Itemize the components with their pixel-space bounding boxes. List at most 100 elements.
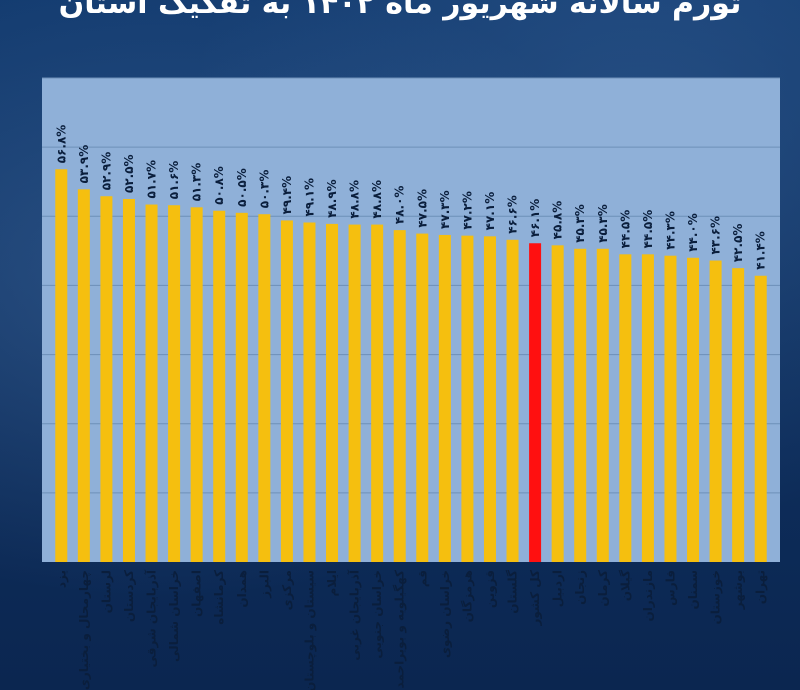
value-label: ۵۰.۸%	[212, 166, 226, 205]
bar	[574, 248, 587, 563]
category-labels: یزد چهارمحال و بختیاری لرستان کردستان آذربای…	[54, 569, 767, 690]
category-label: آذربایجان شرقی	[144, 569, 159, 667]
category-label: سیستان و بلوچستان	[302, 570, 317, 690]
category-label: خراسان جنوبی	[370, 570, 385, 659]
category-label: مازندران	[641, 570, 655, 622]
value-label: ۴۴.۳%	[663, 211, 677, 250]
bar	[506, 239, 519, 562]
value-label: ۴۶.۱%	[528, 199, 542, 238]
value-label: ۵۱.۷%	[145, 160, 159, 199]
bar	[213, 210, 226, 563]
value-label: ۵۱.۳%	[190, 163, 204, 202]
value-label: ۴۵.۳%	[596, 204, 610, 243]
bar	[393, 230, 406, 562]
bar	[551, 245, 564, 562]
category-label: لرستان	[99, 570, 113, 613]
category-label: خراسان شمالی	[167, 570, 181, 662]
value-label: ۴۱.۴%	[754, 231, 768, 270]
value-label: ۴۶.۶%	[506, 195, 520, 234]
value-label: ۴۷.۲%	[460, 191, 474, 230]
value-label: ۵۲.۵%	[122, 154, 136, 193]
value-label: ۵۲.۹%	[99, 152, 113, 191]
bar	[235, 212, 248, 563]
bars	[55, 169, 767, 563]
bar	[687, 257, 700, 562]
gridlines	[42, 77, 780, 494]
bar	[416, 233, 429, 563]
value-label: ۴۲.۵%	[731, 224, 745, 263]
category-label: سمنان	[686, 570, 700, 610]
bar	[483, 236, 496, 562]
value-label: ۴۹.۴%	[280, 176, 294, 215]
bar	[190, 207, 203, 562]
category-label: مرکزی	[280, 570, 294, 610]
bar	[596, 248, 609, 563]
bar	[664, 255, 677, 562]
value-label: ۴۵.۳%	[573, 204, 587, 243]
bar	[303, 222, 316, 562]
category-label: کرمان	[596, 570, 610, 607]
bar	[732, 268, 745, 562]
value-labels: ۵۶.۸% ۵۳.۹% ۵۲.۹% ۵۲.۵% ۵۱.۷% ۵۱.۶% ۵۱.۳% ۵۰.۸%…	[54, 125, 767, 270]
category-label: هرمزگان	[460, 570, 474, 622]
category-label: بوشهر	[731, 570, 746, 610]
bar	[145, 204, 158, 562]
category-label: زنجان	[573, 570, 587, 605]
bar	[529, 243, 542, 562]
category-label: خراسان رضوی	[438, 570, 453, 658]
bar	[77, 189, 90, 562]
category-label: فارس	[663, 570, 677, 606]
bar	[371, 224, 384, 562]
bar	[168, 205, 181, 563]
value-label: ۴۷.۵%	[415, 189, 429, 228]
bar	[122, 199, 135, 562]
category-label: اردبیل	[551, 570, 565, 607]
value-label: ۵۰.۳%	[257, 170, 271, 209]
category-label: کرمانشاه	[212, 570, 226, 625]
chart-title: تورم سالانه شهریور ماه ۱۴۰۲ به تفکیک است…	[58, 0, 742, 21]
value-label: ۴۸.۰%	[393, 186, 407, 225]
category-label: اصفهان	[190, 570, 204, 617]
value-label: ۴۸.۹%	[325, 179, 339, 218]
value-label: ۴۴.۵%	[618, 210, 632, 249]
category-label: ایلام	[325, 570, 340, 597]
bar	[55, 169, 68, 563]
bar	[438, 234, 451, 562]
category-label: کل کشور	[528, 570, 543, 627]
value-label: ۴۷.۱%	[483, 192, 497, 231]
value-label: ۴۴.۵%	[641, 210, 655, 249]
category-label: کهگیلویه و بویراحمد	[393, 570, 408, 689]
category-label: یزد	[54, 570, 68, 588]
category-label: خوزستان	[709, 570, 724, 625]
bar	[641, 254, 654, 563]
category-label: گلستان	[506, 570, 520, 614]
bar	[100, 196, 113, 562]
category-label: قزوین	[483, 570, 498, 608]
category-label: گیلان	[618, 570, 632, 601]
value-label: ۴۸.۸%	[348, 180, 362, 219]
bar	[461, 235, 474, 562]
category-label: چهارمحال و بختیاری	[77, 570, 92, 690]
category-label: تهران	[754, 570, 768, 604]
bar	[619, 254, 632, 563]
value-label: ۴۳.۶%	[709, 216, 723, 255]
value-label: ۵۰.۵%	[235, 168, 249, 207]
value-label: ۴۴.۰%	[686, 213, 700, 252]
category-label: کردستان	[122, 570, 136, 622]
value-label: ۵۳.۹%	[77, 145, 91, 184]
bar	[326, 223, 339, 563]
bar	[754, 275, 767, 562]
category-label: آذربایجان غربی	[347, 569, 362, 660]
bar	[348, 224, 361, 562]
value-label: ۴۷.۳%	[438, 190, 452, 229]
category-label: قم	[415, 570, 429, 587]
value-label: ۵۱.۶%	[167, 161, 181, 200]
value-label: ۴۵.۸%	[551, 201, 565, 240]
value-label: ۵۶.۸%	[54, 125, 68, 164]
bar	[280, 220, 293, 563]
value-label: ۴۹.۱%	[302, 178, 316, 217]
bar	[258, 214, 271, 562]
category-label: البرز	[257, 570, 271, 599]
bar	[709, 260, 722, 562]
